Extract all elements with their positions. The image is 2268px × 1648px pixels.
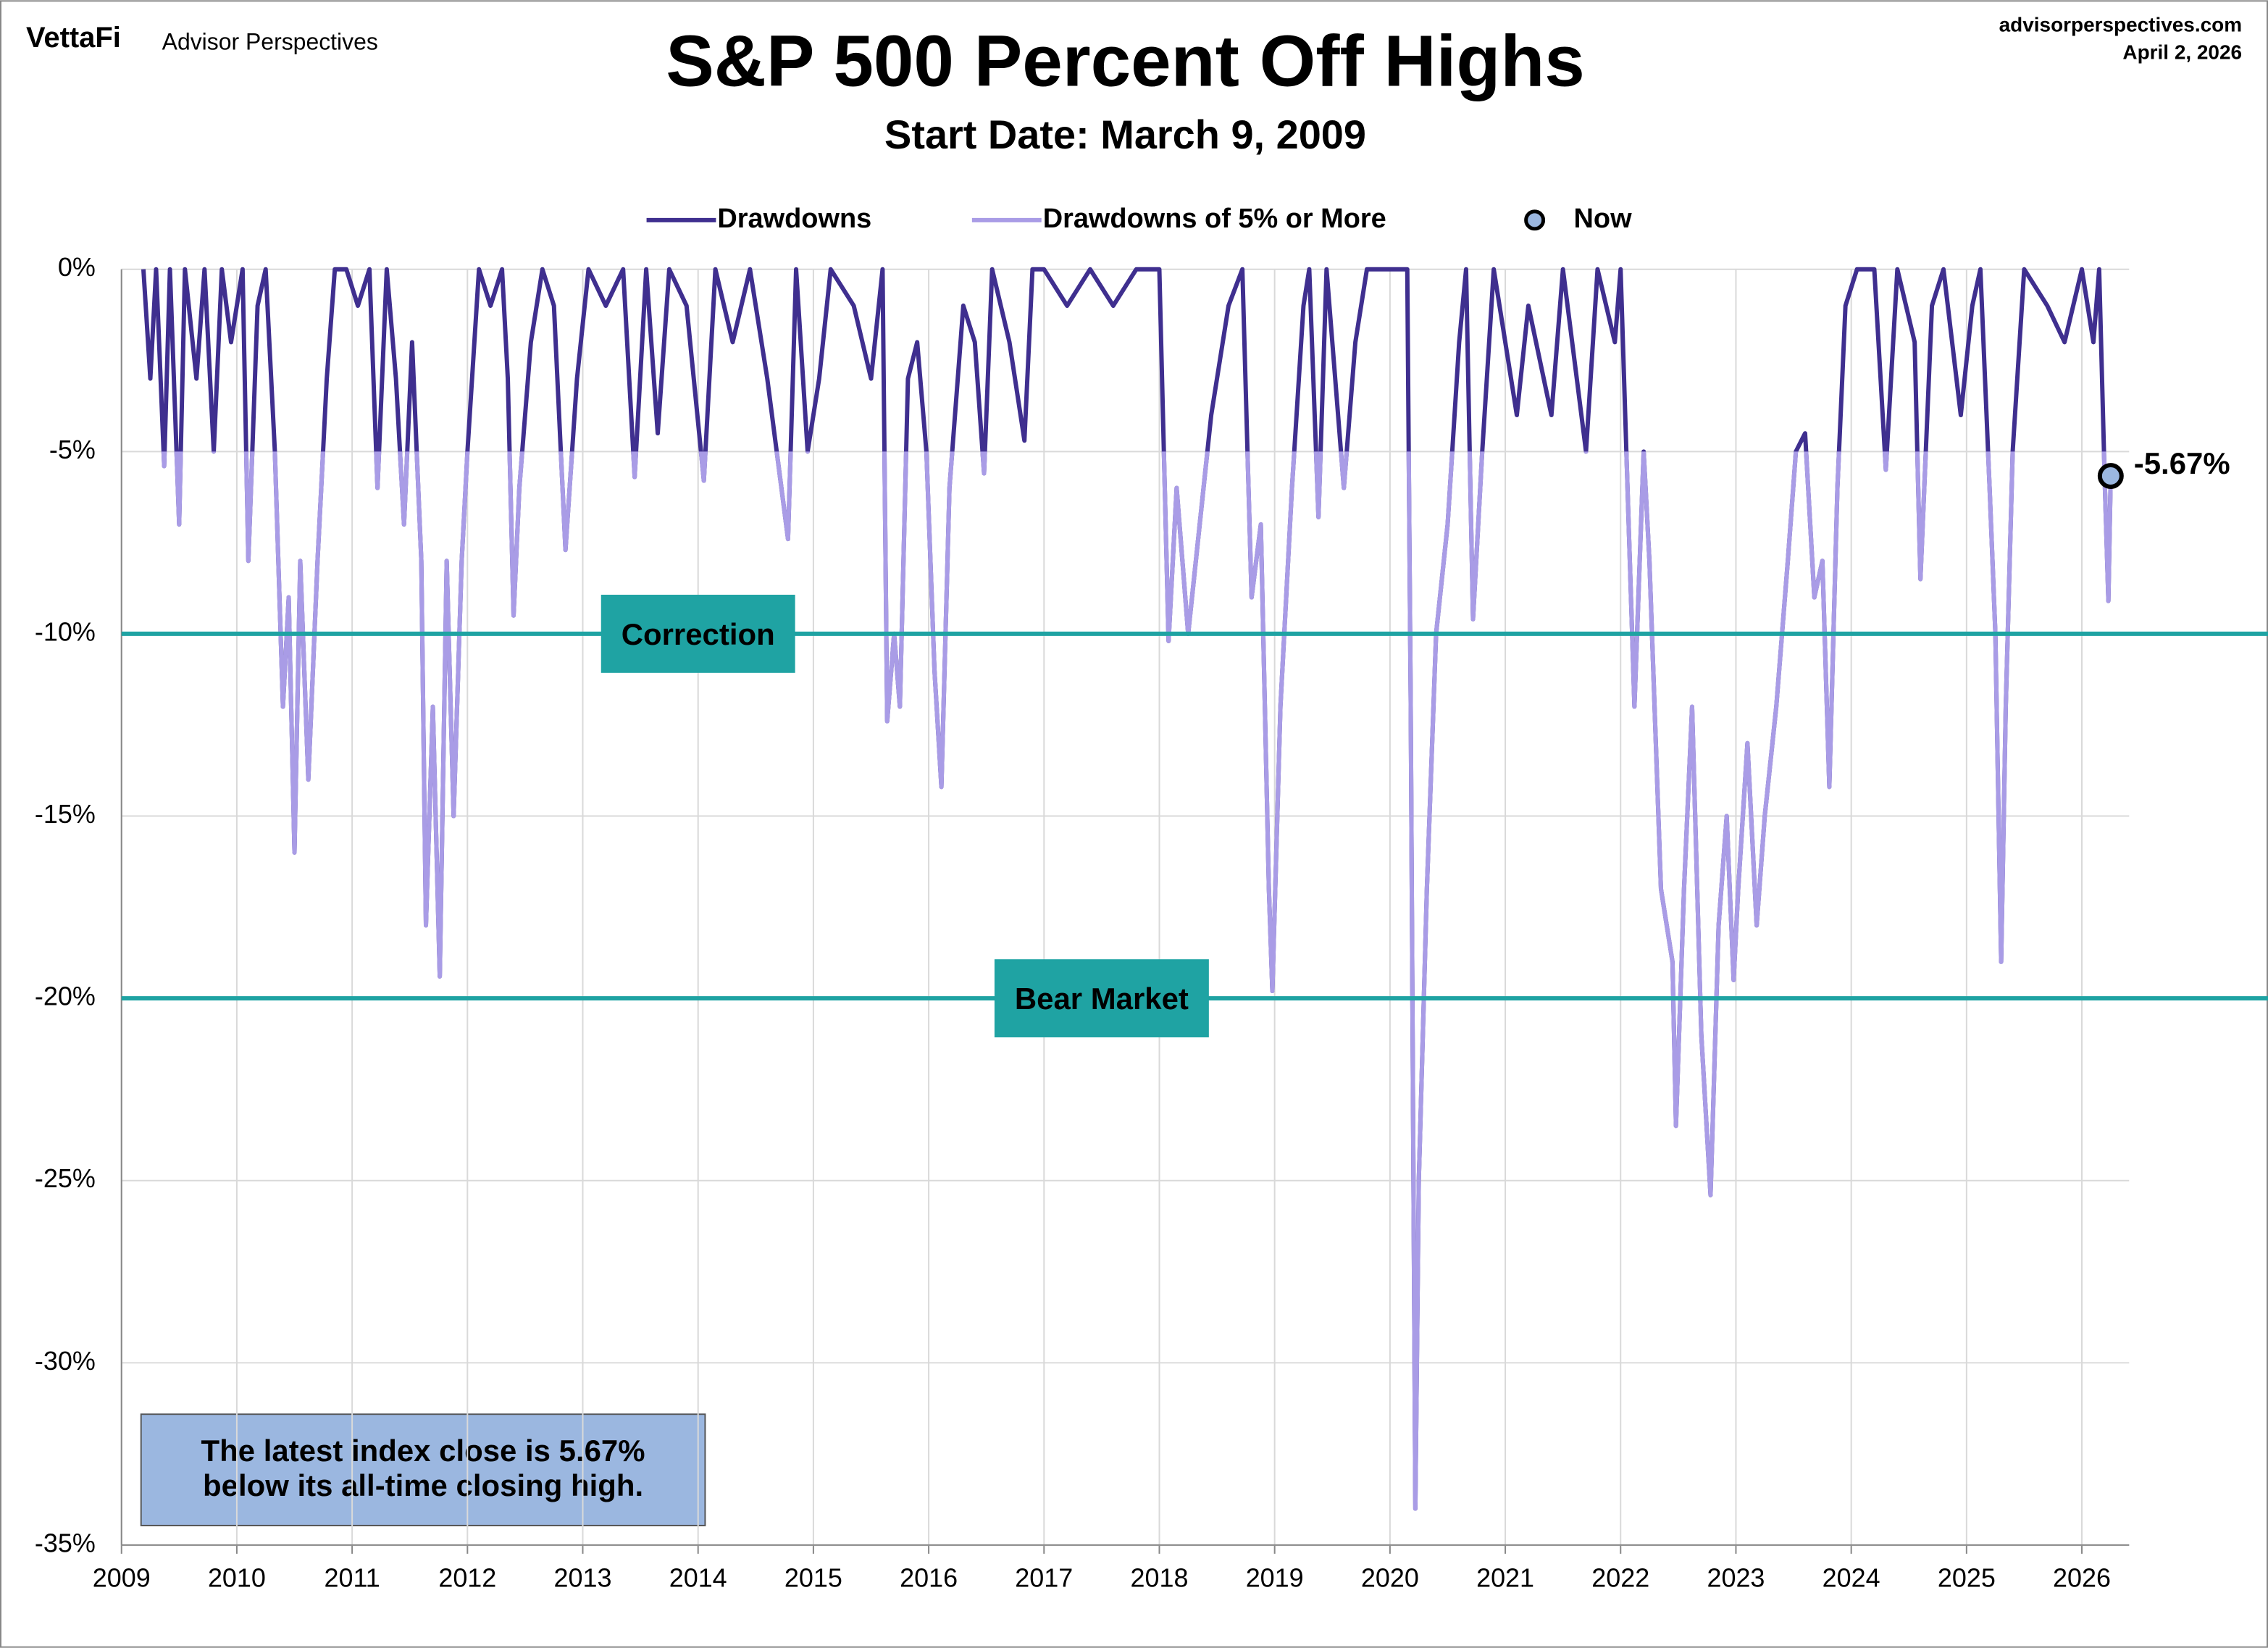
annotation-box: The latest index close is 5.67% below it… [140,1413,706,1526]
x-tick-label: 2021 [1476,1563,1534,1592]
brand: VettaFi [26,22,121,54]
x-tick-label: 2011 [324,1563,380,1592]
reference-label: Bear Market [1015,982,1189,1016]
x-tick-label: 2020 [1361,1563,1419,1592]
y-tick-label: -20% [35,982,96,1011]
y-tick-label: -15% [35,799,96,829]
legend-label: Drawdowns [717,204,871,234]
x-tick-label: 2019 [1246,1563,1304,1592]
legend-label: Drawdowns of 5% or More [1043,204,1386,234]
x-tick-label: 2013 [554,1563,612,1592]
chart-subtitle: Start Date: March 9, 2009 [884,112,1366,157]
y-tick-label: -5% [49,435,96,464]
x-tick-label: 2009 [93,1563,151,1592]
y-tick-label: -25% [35,1163,96,1193]
x-tick-label: 2014 [669,1563,727,1592]
y-tick-label: 0% [58,252,96,282]
y-tick-label: -35% [35,1528,96,1557]
x-tick-label: 2016 [900,1563,958,1592]
x-tick-label: 2022 [1591,1563,1649,1592]
annotation: The latest index close is 5.67% below it… [140,1413,706,1526]
x-tick-label: 2024 [1823,1563,1880,1592]
x-tick-label: 2012 [438,1563,496,1592]
x-tick-label: 2015 [784,1563,842,1592]
reference-label-box [601,595,795,673]
y-tick-label: -30% [35,1346,96,1376]
legend-label: Now [1574,204,1633,234]
y-tick-label: -10% [35,616,96,646]
publisher: Advisor Perspectives [162,29,378,55]
series-line [161,451,2113,1511]
now-point [2097,463,2124,490]
legend-swatch [1524,209,1546,231]
chart-title: S&P 500 Percent Off Highs [666,22,1585,102]
site: advisorperspectives.com [1999,14,2242,36]
date: April 2, 2026 [2122,41,2242,64]
x-tick-label: 2017 [1015,1563,1073,1592]
reference-label: Correction [622,617,775,651]
now-label: -5.67% [2134,446,2230,480]
x-tick-label: 2018 [1131,1563,1189,1592]
x-tick-label: 2025 [1938,1563,1996,1592]
x-tick-label: 2026 [2053,1563,2111,1592]
x-tick-label: 2023 [1707,1563,1765,1592]
x-tick-label: 2010 [208,1563,266,1592]
reference-label-box [994,959,1209,1038]
